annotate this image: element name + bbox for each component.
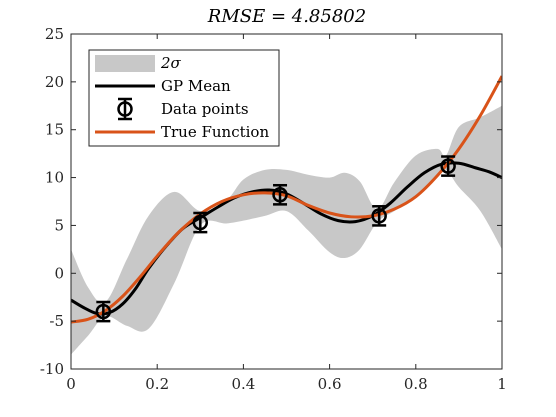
data-point-marker [272,187,288,203]
y-tick-label: -10 [40,360,64,378]
confidence-band [71,105,502,355]
legend: 2σ GP Mean Data points True Function [88,49,280,147]
legend-label: Data points [161,100,249,118]
x-tick-label: 0.2 [145,375,169,393]
legend-label: True Function [161,123,269,141]
legend-swatch-band [95,55,155,72]
data-point-marker [371,208,387,224]
y-tick-label: -5 [49,312,64,330]
true-function-line [71,75,502,324]
y-tick-label: 20 [45,73,64,91]
y-tick-label: 10 [45,169,64,187]
data-points [95,155,456,323]
x-tick-label: 0.4 [231,375,255,393]
x-tick-label: 1 [497,375,507,393]
legend-label: GP Mean [161,77,231,95]
legend-label: 2σ [160,54,182,72]
legend-swatch-marker [117,101,133,117]
x-tick-label: 0.6 [318,375,342,393]
y-tick-label: 25 [45,25,64,43]
x-tick-label: 0.8 [404,375,428,393]
data-point-marker [192,214,209,231]
series-lines [71,75,502,324]
y-tick-label: 5 [54,216,64,234]
chart-title: RMSE = 4.85802 [207,6,366,27]
axes: 0 0.2 0.4 0.6 0.8 1 -10 -5 0 5 10 15 20 25 [40,25,507,393]
x-tick-label: 0 [66,375,76,393]
data-point-marker [95,303,112,320]
data-point-marker [440,158,456,174]
y-tick-label: 15 [45,121,64,139]
confidence-band-area [71,105,502,355]
axes-box [70,33,503,370]
gp-mean-line [71,161,502,316]
y-tick-label: 0 [54,264,64,282]
